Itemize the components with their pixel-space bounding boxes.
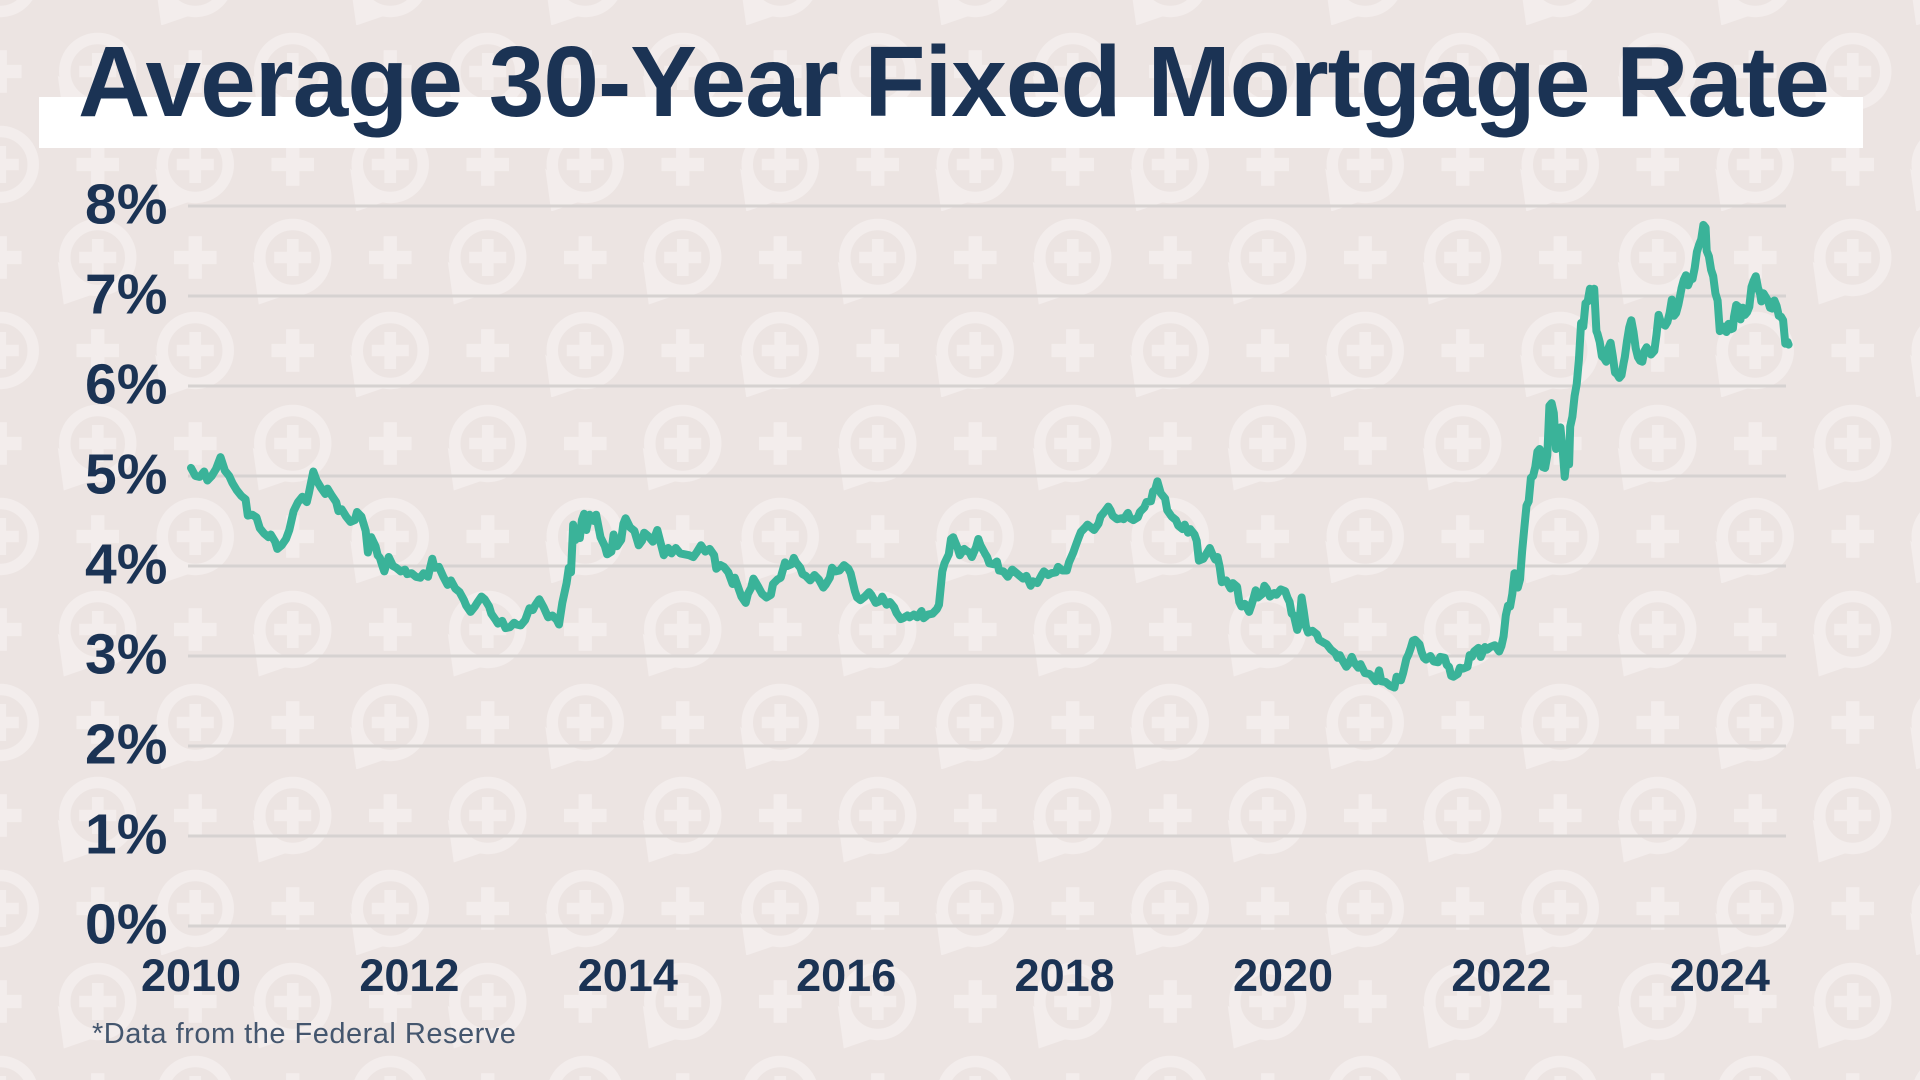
data-source-note: *Data from the Federal Reserve [92, 1018, 517, 1050]
rate-line-series [187, 220, 1793, 692]
page-title: Average 30-Year Fixed Mortgage Rate [78, 26, 1830, 138]
title-highlight-band [39, 97, 1863, 148]
